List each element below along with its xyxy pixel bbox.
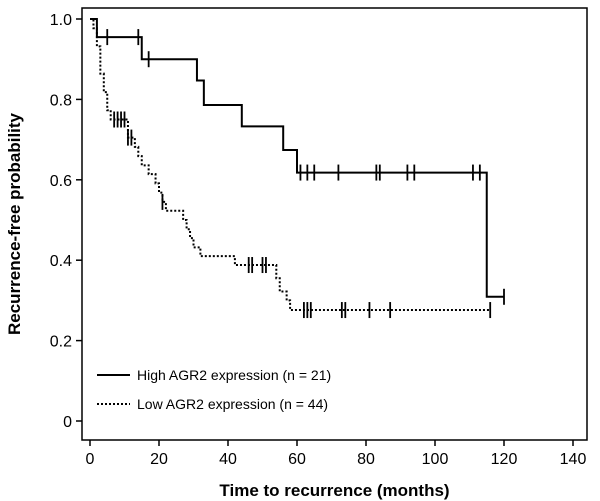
y-axis-title: Recurrence-free probability: [5, 112, 24, 335]
y-tick-label: 0: [63, 414, 72, 431]
legend-label-high: High AGR2 expression (n = 21): [137, 367, 331, 383]
y-tick-label: 0.6: [50, 173, 72, 190]
x-tick-label: 0: [86, 451, 95, 468]
x-tick-label: 20: [150, 451, 168, 468]
x-tick-label: 40: [219, 451, 237, 468]
x-tick-label: 100: [422, 451, 449, 468]
x-tick-label: 80: [357, 451, 375, 468]
legend: High AGR2 expression (n = 21) Low AGR2 e…: [97, 367, 331, 412]
x-tick-label: 120: [491, 451, 518, 468]
y-tick-label: 0.8: [50, 92, 72, 109]
survival-curves: [90, 18, 505, 319]
legend-label-low: Low AGR2 expression (n = 44): [137, 396, 328, 412]
y-tick-label: 0.2: [50, 334, 72, 351]
curve-high-agr2: [90, 18, 504, 298]
axes: 0 20 40 60 80 100 120 140 0 0.2 0.4 0.6 0.8 1.0: [50, 7, 588, 468]
y-tick-label: 0.4: [50, 253, 72, 270]
x-axis-title: Time to recurrence (months): [219, 481, 449, 500]
x-tick-label: 60: [288, 451, 306, 468]
y-tick-label: 1.0: [50, 12, 72, 29]
plot-frame: [81, 7, 588, 441]
curve-low-agr2: [90, 18, 491, 312]
x-tick-label: 140: [560, 451, 587, 468]
